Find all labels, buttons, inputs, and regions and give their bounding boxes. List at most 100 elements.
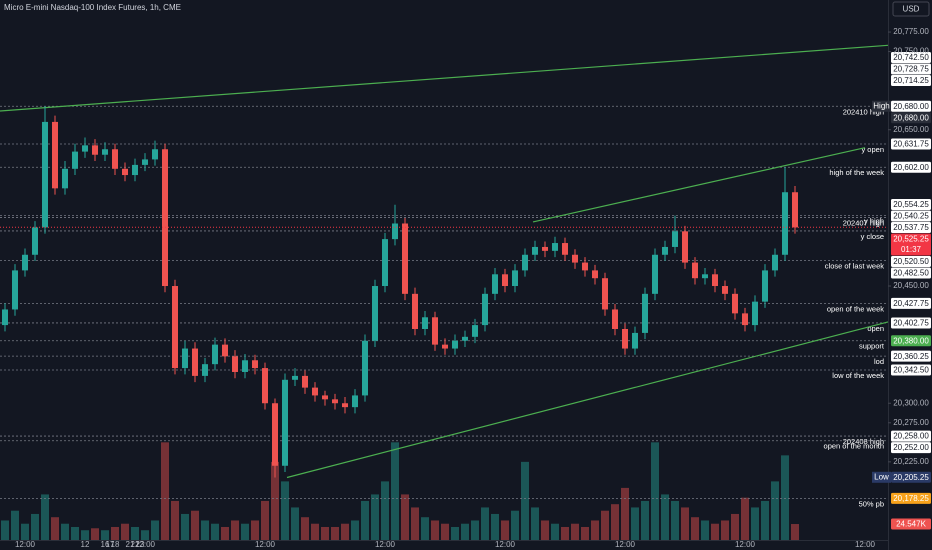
volume-bar bbox=[1, 520, 9, 540]
price-tag-box bbox=[891, 100, 931, 112]
x-tick-label: 17 bbox=[106, 540, 115, 549]
candle-body bbox=[232, 356, 238, 372]
price-tag-box bbox=[891, 51, 931, 63]
candle-body bbox=[522, 254, 528, 271]
candle-body bbox=[202, 364, 208, 376]
volume-bar bbox=[411, 507, 419, 540]
volume-bar bbox=[271, 461, 279, 540]
price-tag-label: 20,205.25 bbox=[893, 473, 929, 482]
price-tag: 20,258.00 bbox=[891, 430, 931, 442]
price-tag-box bbox=[891, 267, 931, 279]
price-tag-box bbox=[891, 442, 931, 454]
volume-bar bbox=[161, 442, 169, 540]
level-label: y open bbox=[861, 145, 884, 154]
price-tag-label: 20,742.50 bbox=[893, 53, 929, 62]
candle-body bbox=[82, 145, 88, 152]
y-tick-label: 20,775.00 bbox=[893, 27, 929, 36]
volume-bar bbox=[531, 507, 539, 540]
x-tick-label: 22 bbox=[131, 540, 140, 549]
price-tag-box bbox=[891, 492, 931, 504]
candle-body bbox=[62, 168, 68, 189]
candle-body bbox=[702, 274, 708, 279]
candle-body bbox=[512, 270, 518, 287]
volume-bar bbox=[571, 523, 579, 540]
mark-caption: Low bbox=[874, 472, 889, 481]
volume-bar bbox=[471, 520, 479, 540]
volume-bar bbox=[71, 526, 79, 540]
currency-box[interactable] bbox=[892, 1, 930, 17]
volume-bar bbox=[671, 500, 679, 540]
candle-body bbox=[132, 164, 138, 176]
y-tick-label: 20,275.00 bbox=[893, 418, 929, 427]
volume-bar bbox=[301, 517, 309, 540]
volume-bar bbox=[231, 520, 239, 540]
volume-bar bbox=[321, 526, 329, 540]
volume-bar bbox=[601, 510, 609, 540]
candle-body bbox=[432, 317, 438, 345]
candle-body bbox=[122, 168, 128, 176]
candle-body bbox=[272, 403, 278, 466]
candle-body bbox=[72, 151, 78, 169]
price-tag: 20,680.00 bbox=[891, 100, 931, 112]
candle-body bbox=[772, 254, 778, 271]
x-tick-label: 12:00 bbox=[615, 540, 636, 549]
level-label: 202408 high bbox=[843, 437, 884, 446]
candle-body bbox=[382, 239, 388, 287]
candle-body bbox=[2, 309, 8, 326]
candle-body bbox=[672, 231, 678, 247]
volume-bar bbox=[31, 513, 39, 540]
volume-bar bbox=[641, 500, 649, 540]
volume-bar bbox=[541, 520, 549, 540]
price-tag-label: 20,252.00 bbox=[893, 443, 929, 452]
price-tags: 20,680.00 20,631.75 20,602.00 20,540.25 20,5… bbox=[891, 51, 931, 530]
price-tag-box bbox=[891, 430, 931, 442]
price-tag-box bbox=[891, 199, 931, 211]
candle-body bbox=[12, 270, 18, 310]
candle-body bbox=[172, 286, 178, 369]
candle-body bbox=[412, 293, 418, 330]
price-tag-box bbox=[891, 233, 931, 256]
candle-body bbox=[282, 379, 288, 466]
price-tag: 20,402.75 bbox=[891, 317, 931, 329]
candle-body bbox=[262, 368, 268, 404]
level-label: open of the week bbox=[827, 304, 884, 313]
volume-bar bbox=[521, 461, 529, 540]
candle-body bbox=[292, 375, 298, 380]
currency[interactable]: USD bbox=[903, 5, 920, 14]
level-label: high of the week bbox=[829, 168, 884, 177]
chart-title: Micro E-mini Nasdaq-100 Index Futures, 1… bbox=[4, 3, 181, 12]
price-tag: 20,554.25 bbox=[891, 199, 931, 211]
volume-bar bbox=[431, 520, 439, 540]
candle-body bbox=[732, 293, 738, 314]
price-tag-label: 20,360.25 bbox=[893, 352, 929, 361]
price-tag: 20,742.50 bbox=[891, 51, 931, 63]
volume-bar bbox=[611, 504, 619, 540]
x-tick-label: 12 bbox=[81, 540, 90, 549]
y-tick-label: 20,650.00 bbox=[893, 125, 929, 134]
candle-body bbox=[622, 329, 628, 349]
candle-body bbox=[142, 159, 148, 165]
volume-bar bbox=[41, 494, 49, 540]
volume-bar bbox=[81, 530, 89, 540]
x-tick-label: 12:00 bbox=[735, 540, 756, 549]
volume-bar bbox=[311, 523, 319, 540]
volume-bar bbox=[621, 487, 629, 540]
volume-bar bbox=[741, 497, 749, 540]
volume-bar bbox=[551, 523, 559, 540]
candle-body bbox=[362, 340, 368, 396]
volume-bar bbox=[141, 530, 149, 540]
candle-body bbox=[402, 223, 408, 294]
price-tag-box bbox=[891, 364, 931, 376]
volume-bar bbox=[781, 455, 789, 540]
price-tag: 20,631.75 bbox=[891, 138, 931, 150]
candle-body bbox=[472, 325, 478, 337]
volume-bar bbox=[441, 523, 449, 540]
volume-bar bbox=[751, 507, 759, 540]
volume-bar bbox=[581, 526, 589, 540]
volume-bar bbox=[761, 500, 769, 540]
trendline bbox=[0, 44, 889, 112]
volume-bar bbox=[721, 520, 729, 540]
x-tick-label: 12:00 bbox=[255, 540, 276, 549]
